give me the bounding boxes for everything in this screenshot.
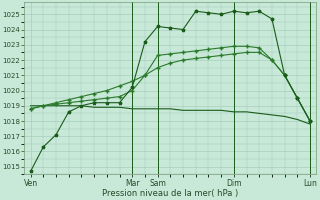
X-axis label: Pression niveau de la mer( hPa ): Pression niveau de la mer( hPa )	[102, 189, 238, 198]
